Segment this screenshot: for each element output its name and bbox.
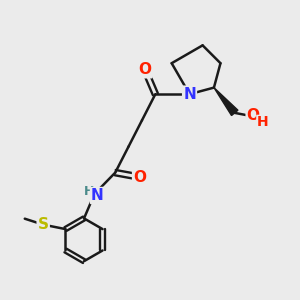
Text: H: H — [257, 116, 268, 129]
Text: O: O — [247, 108, 260, 123]
Text: H: H — [84, 185, 94, 198]
Text: O: O — [133, 169, 146, 184]
Text: O: O — [138, 62, 152, 77]
Text: N: N — [91, 188, 104, 203]
Polygon shape — [214, 88, 238, 116]
Text: N: N — [183, 87, 196, 102]
Text: S: S — [38, 217, 49, 232]
